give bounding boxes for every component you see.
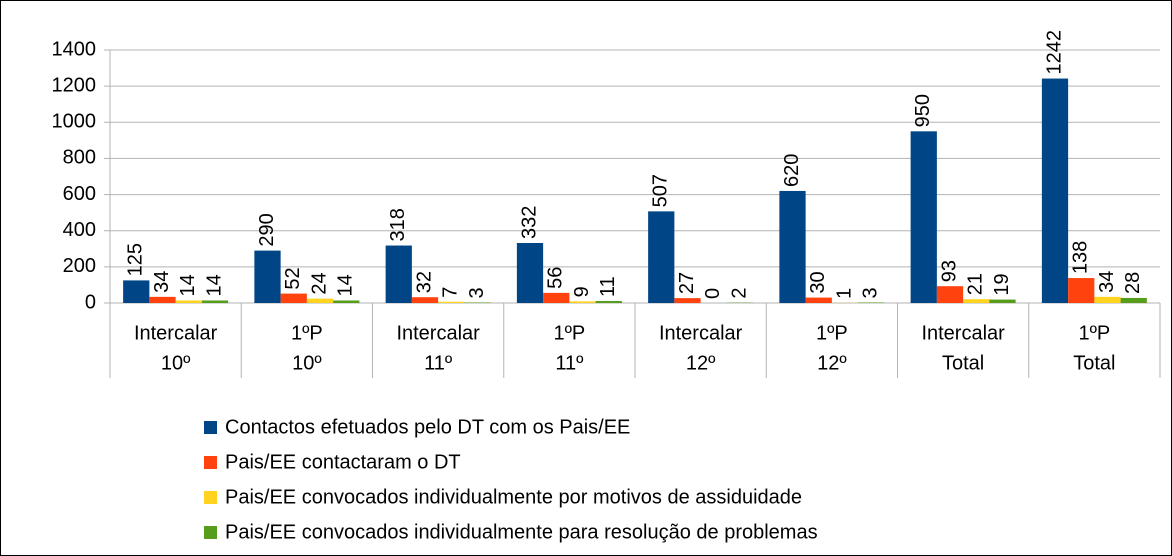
x-tick-label: 12º — [686, 352, 716, 374]
bar — [674, 298, 701, 303]
value-label: 30 — [807, 271, 829, 293]
value-label: 3 — [466, 287, 488, 298]
value-label: 1242 — [1043, 30, 1065, 75]
bar — [569, 301, 596, 303]
value-label: 950 — [912, 94, 934, 127]
value-label: 3 — [860, 287, 882, 298]
legend-swatch — [204, 456, 217, 469]
legend-swatch — [204, 491, 217, 504]
value-label: 27 — [676, 272, 698, 294]
value-label: 52 — [282, 267, 304, 289]
y-tick-label: 200 — [63, 255, 96, 277]
y-tick-label: 0 — [85, 291, 96, 313]
x-tick-label: 1ºP — [1078, 322, 1110, 344]
legend-swatch — [204, 421, 217, 434]
x-tick-label: 1ºP — [291, 322, 323, 344]
x-tick-label: 10º — [161, 352, 191, 374]
x-tick-label: Intercalar — [659, 322, 743, 344]
value-label: 332 — [518, 206, 540, 239]
value-label: 34 — [151, 271, 173, 293]
bar — [411, 297, 439, 303]
value-label: 9 — [571, 286, 593, 297]
y-tick-label: 800 — [63, 147, 96, 169]
value-label: 1 — [833, 288, 855, 299]
x-tick-label: 11º — [555, 352, 584, 374]
value-label: 620 — [781, 154, 803, 187]
value-label: 507 — [650, 174, 672, 207]
value-label: 19 — [991, 273, 1013, 295]
value-label: 14 — [203, 274, 225, 296]
bar — [254, 250, 281, 303]
bar — [1041, 78, 1069, 303]
x-tick-label: Total — [1073, 352, 1115, 374]
x-tick-label: Intercalar — [134, 322, 218, 344]
legend-label: Contactos efetuados pelo DT com os Pais/… — [225, 416, 630, 438]
bar — [858, 302, 885, 303]
bar — [989, 299, 1016, 303]
y-tick-label: 600 — [63, 183, 96, 205]
bar — [516, 243, 544, 303]
legend-label: Pais/EE convocados individualmente por m… — [225, 486, 802, 508]
bar — [306, 298, 334, 303]
bar — [910, 131, 937, 303]
bar — [595, 301, 622, 303]
x-tick-label: Total — [942, 352, 984, 374]
bar — [963, 299, 990, 303]
value-label: 34 — [1096, 271, 1118, 293]
bar — [333, 300, 360, 303]
bar — [805, 297, 832, 303]
x-tick-label: 1ºP — [553, 322, 585, 344]
value-label: 138 — [1070, 241, 1092, 274]
legend-label: Pais/EE contactaram o DT — [225, 451, 461, 473]
x-tick-label: 10º — [292, 352, 322, 374]
bar — [201, 300, 229, 303]
bar — [543, 292, 570, 303]
value-label: 14 — [177, 274, 199, 296]
bar — [1068, 278, 1095, 303]
x-tick-label: 12º — [817, 352, 847, 374]
bar — [936, 286, 964, 303]
value-label: 2 — [728, 288, 750, 299]
value-label: 24 — [308, 272, 330, 294]
bar — [149, 296, 176, 303]
x-tick-label: 1ºP — [816, 322, 848, 344]
bar — [464, 302, 491, 303]
value-label: 0 — [702, 288, 724, 299]
value-label: 14 — [335, 274, 357, 296]
legend-swatch — [204, 526, 217, 539]
value-label: 28 — [1122, 272, 1144, 294]
legend-label: Pais/EE convocados individualmente para … — [225, 521, 818, 543]
value-label: 318 — [387, 208, 409, 241]
y-tick-label: 1400 — [52, 38, 97, 60]
bar — [280, 293, 307, 303]
value-label: 21 — [965, 273, 987, 295]
bar — [1094, 296, 1121, 303]
bar — [123, 280, 150, 303]
value-label: 93 — [938, 260, 960, 282]
x-tick-label: Intercalar — [396, 322, 480, 344]
y-tick-label: 1200 — [52, 74, 97, 96]
bar — [175, 300, 202, 303]
x-tick-label: Intercalar — [921, 322, 1005, 344]
value-label: 125 — [125, 243, 147, 276]
y-tick-label: 1000 — [52, 111, 97, 133]
value-label: 7 — [440, 287, 462, 298]
x-tick-label: 11º — [424, 352, 453, 374]
bar — [779, 190, 806, 303]
bar — [648, 211, 675, 303]
bar — [438, 301, 465, 303]
value-label: 290 — [256, 213, 278, 246]
bar — [1120, 297, 1147, 303]
bar — [385, 245, 412, 303]
value-label: 56 — [545, 267, 567, 289]
value-label: 32 — [413, 271, 435, 293]
y-tick-label: 400 — [63, 219, 96, 241]
value-label: 11 — [597, 276, 619, 297]
